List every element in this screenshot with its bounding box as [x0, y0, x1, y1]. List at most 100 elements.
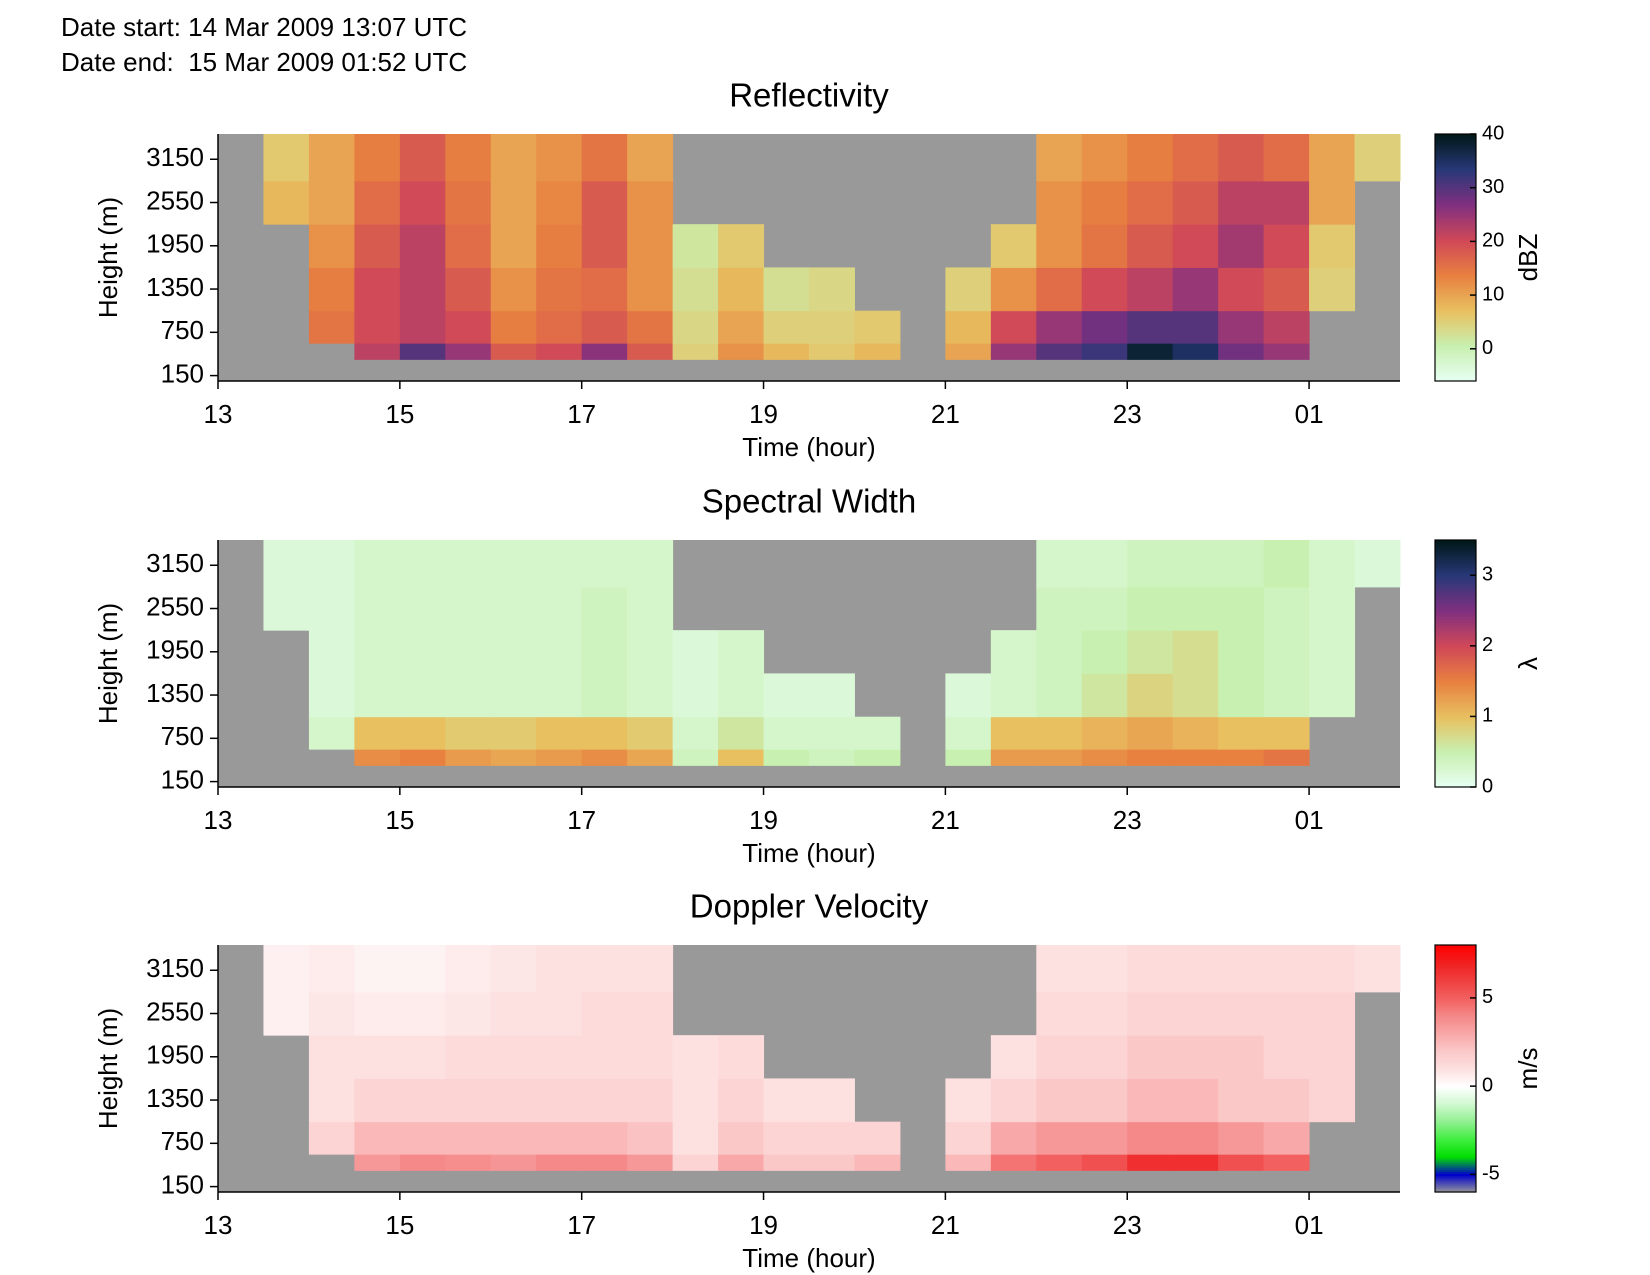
heatmap-cell [1172, 945, 1219, 993]
colorbar-swatch [1435, 1130, 1476, 1133]
y-tick-label: 150 [161, 1169, 204, 1199]
colorbar-swatch [1435, 562, 1476, 566]
chart-title: Doppler Velocity [690, 888, 929, 925]
colorbar-swatch [1435, 376, 1476, 380]
colorbar-swatch [1435, 704, 1476, 708]
colorbar-swatch [1435, 729, 1476, 733]
colorbar-tick-label: 0 [1482, 775, 1493, 797]
chart-title: Spectral Width [702, 483, 917, 520]
colorbar-swatch [1435, 319, 1476, 322]
colorbar-swatch [1435, 368, 1476, 372]
heatmap-cell [1263, 716, 1310, 750]
heatmap-cell [945, 1078, 992, 1123]
colorbar-swatch [1435, 963, 1476, 967]
heatmap-cell [490, 180, 537, 225]
colorbar-swatch [1435, 593, 1476, 597]
colorbar-swatch [1435, 737, 1476, 741]
heatmap-cell [718, 310, 765, 344]
heatmap-cell [990, 716, 1037, 750]
colorbar-swatch [1435, 1039, 1476, 1043]
colorbar-swatch [1435, 224, 1476, 228]
colorbar-swatch [1435, 947, 1476, 950]
colorbar-swatch [1435, 292, 1476, 296]
colorbar-swatch [1435, 166, 1476, 170]
heatmap-cell [854, 716, 901, 750]
colorbar-swatch [1435, 747, 1476, 751]
colorbar-swatch [1435, 218, 1476, 222]
heatmap-cell [308, 630, 355, 674]
colorbar-swatch [1435, 772, 1476, 776]
colorbar-swatch [1435, 955, 1476, 958]
colorbar-swatch [1435, 585, 1476, 588]
y-tick-label: 750 [161, 315, 204, 345]
heatmap-cell [445, 1078, 492, 1123]
colorbar-swatch [1435, 183, 1476, 187]
heatmap-cell [1354, 134, 1401, 182]
heatmap-cell [1263, 134, 1310, 182]
colorbar-swatch [1435, 591, 1476, 595]
y-tick-label: 3150 [146, 548, 204, 578]
heatmap-cell [763, 1121, 810, 1155]
heatmap-cell [490, 945, 537, 993]
heatmap-cell [1172, 224, 1219, 268]
colorbar-swatch [1435, 636, 1476, 640]
colorbar-swatch [1435, 1006, 1476, 1010]
heatmap-cell [1036, 180, 1083, 225]
heatmap-cell [445, 224, 492, 268]
heatmap-cell [490, 716, 537, 750]
heatmap-cell [672, 749, 719, 766]
colorbar-swatch [1435, 249, 1476, 252]
heatmap-cell [581, 1154, 628, 1171]
heatmap-cell [581, 540, 628, 588]
heatmap-cell [1218, 945, 1265, 993]
heatmap-cell [627, 343, 674, 360]
colorbar-label: m/s [1513, 1048, 1543, 1090]
heatmap-cell [990, 1035, 1037, 1079]
colorbar-swatch [1435, 620, 1476, 623]
colorbar-swatch [1435, 1091, 1476, 1094]
heatmap-cell [581, 134, 628, 182]
colorbar-frame [1434, 133, 1477, 382]
colorbar-swatch [1435, 1000, 1476, 1004]
colorbar-swatch [1435, 758, 1476, 761]
colorbar-swatch [1435, 1066, 1476, 1070]
colorbar-swatch [1435, 653, 1476, 656]
colorbar-swatch [1435, 304, 1476, 308]
colorbar-swatch [1435, 220, 1476, 224]
heatmap-cell [263, 586, 310, 631]
colorbar-swatch [1435, 770, 1476, 774]
heatmap-cell [718, 224, 765, 268]
heatmap-cell [399, 134, 446, 182]
colorbar-swatch [1435, 323, 1476, 327]
heatmap-cell [854, 1154, 901, 1171]
x-tick-label: 17 [567, 1210, 596, 1240]
colorbar-swatch [1435, 558, 1476, 562]
heatmap-cell [1218, 586, 1265, 631]
colorbar-swatch [1435, 271, 1476, 275]
colorbar-swatch [1435, 1035, 1476, 1039]
y-tick-label: 2550 [146, 591, 204, 621]
heatmap-cell [809, 749, 855, 766]
colorbar-swatch [1435, 651, 1476, 654]
heatmap-cell [1172, 749, 1219, 766]
heatmap-cell [263, 134, 310, 182]
colorbar-swatch [1435, 634, 1476, 638]
heatmap-cell [399, 343, 446, 360]
heatmap-cell [1127, 716, 1174, 750]
colorbar-swatch [1435, 612, 1476, 615]
heatmap-cell [1127, 1078, 1174, 1123]
heatmap-cell [1263, 224, 1310, 268]
colorbar-swatch [1435, 647, 1476, 650]
colorbar-swatch [1435, 622, 1476, 625]
heatmap-cell [399, 945, 446, 993]
colorbar-swatch [1435, 162, 1476, 166]
heatmap-cell [718, 716, 765, 750]
colorbar-swatch [1435, 374, 1476, 378]
x-tick-label: 19 [749, 805, 778, 835]
heatmap-cell [354, 716, 401, 750]
colorbar-swatch [1435, 1097, 1476, 1100]
heatmap-cell [718, 673, 765, 718]
colorbar-swatch [1435, 1159, 1476, 1162]
heatmap-cell [1036, 749, 1083, 766]
